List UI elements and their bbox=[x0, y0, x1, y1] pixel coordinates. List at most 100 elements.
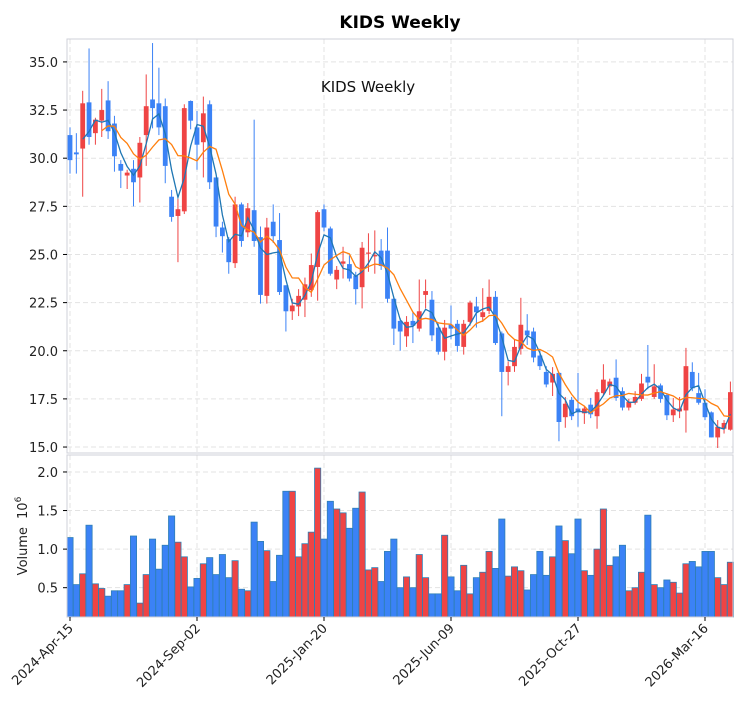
candle-body bbox=[448, 324, 454, 329]
x-tick-label: 2025-Oct-27 bbox=[516, 621, 584, 689]
volume-bar bbox=[295, 556, 303, 618]
candle-body bbox=[581, 408, 587, 414]
volume-bar bbox=[504, 575, 512, 618]
volume-bar bbox=[612, 556, 620, 618]
candle-body bbox=[683, 366, 689, 411]
volume-bar bbox=[193, 578, 201, 618]
volume-bar bbox=[218, 554, 226, 618]
volume-bar bbox=[510, 566, 518, 618]
volume-bar bbox=[339, 512, 347, 618]
x-tick-label: 2024-Sep-02 bbox=[134, 621, 204, 691]
volume-bar bbox=[580, 570, 588, 618]
volume-bar bbox=[555, 525, 563, 618]
candle-body bbox=[518, 324, 524, 349]
moving-average-3-line bbox=[82, 112, 731, 430]
volume-bar bbox=[536, 551, 544, 618]
candle-body bbox=[524, 330, 530, 336]
candle-body bbox=[550, 373, 555, 383]
candle-body bbox=[112, 123, 117, 157]
price-tick-label: 35.0 bbox=[29, 56, 58, 71]
volume-bar bbox=[650, 584, 658, 618]
candle-body bbox=[302, 284, 308, 300]
grid bbox=[67, 39, 733, 617]
volume-bar bbox=[333, 508, 341, 618]
volume-bar bbox=[422, 577, 430, 618]
candle-body bbox=[423, 291, 428, 295]
volume-bar bbox=[695, 566, 703, 618]
price-tick-label: 17.5 bbox=[29, 393, 58, 408]
volume-bar bbox=[383, 551, 391, 618]
volume-bar bbox=[434, 593, 442, 618]
volume-bar bbox=[79, 573, 87, 618]
candle-body bbox=[366, 252, 371, 254]
candle-body bbox=[181, 108, 187, 212]
candle-body bbox=[728, 392, 733, 430]
volume-bar bbox=[549, 556, 557, 618]
candle-body bbox=[327, 228, 333, 274]
x-tick-label: 2025-Jun-09 bbox=[391, 621, 458, 688]
candle-body bbox=[175, 209, 181, 216]
volume-bar bbox=[364, 569, 372, 618]
candle-body bbox=[493, 296, 498, 344]
candle-body bbox=[531, 331, 536, 358]
candle-body bbox=[334, 269, 340, 280]
price-panel-frame bbox=[66, 38, 734, 454]
candle-body bbox=[124, 172, 130, 176]
candle-body bbox=[220, 227, 225, 237]
volume-bar bbox=[345, 527, 353, 618]
candle-body bbox=[467, 302, 473, 322]
candle-body bbox=[651, 386, 657, 397]
volume-bar bbox=[447, 576, 455, 618]
candle-body bbox=[353, 275, 359, 290]
volume-bar bbox=[174, 541, 182, 618]
volume-bar bbox=[396, 587, 404, 618]
x-tick-label: 2025-Jan-20 bbox=[264, 621, 331, 688]
candle-body bbox=[289, 305, 295, 312]
candle-body bbox=[143, 106, 149, 136]
candle-body bbox=[264, 227, 270, 296]
candle-body bbox=[410, 320, 416, 326]
volume-bar bbox=[638, 571, 646, 618]
candle-body bbox=[73, 152, 79, 155]
candle-body bbox=[689, 371, 695, 389]
volume-bar bbox=[231, 560, 239, 618]
candle-body bbox=[226, 239, 232, 263]
candle-body bbox=[715, 426, 721, 438]
volume-bar bbox=[409, 587, 417, 618]
volume-bar bbox=[320, 538, 328, 618]
price-tick-label: 32.5 bbox=[29, 104, 58, 119]
candle-body bbox=[150, 99, 155, 109]
volume-bar bbox=[415, 554, 423, 618]
candle-body bbox=[613, 377, 619, 398]
volume-bar bbox=[155, 568, 163, 618]
volume-bar bbox=[631, 587, 639, 618]
volume-bar bbox=[282, 490, 290, 618]
candle-body bbox=[505, 366, 511, 372]
candle-body bbox=[99, 110, 105, 121]
volume-bar bbox=[276, 554, 284, 618]
candle-body bbox=[486, 296, 492, 311]
volume-bar bbox=[498, 518, 506, 618]
candle-body bbox=[296, 295, 301, 307]
candle-body bbox=[626, 401, 632, 408]
candle-body bbox=[188, 101, 194, 121]
volume-bar bbox=[485, 551, 493, 618]
candle-body bbox=[404, 321, 409, 337]
candle-body bbox=[620, 391, 625, 408]
volume-bar bbox=[542, 574, 550, 618]
volume-bar bbox=[491, 568, 499, 618]
volume-bar bbox=[352, 507, 360, 618]
candle-body bbox=[397, 320, 403, 332]
volume-bar bbox=[110, 590, 118, 618]
candle-body bbox=[258, 237, 263, 295]
volume-tick-label: 1.0 bbox=[37, 543, 58, 558]
candle-body bbox=[137, 142, 143, 178]
volume-bar bbox=[441, 534, 449, 618]
volume-bar bbox=[618, 544, 626, 618]
volume-bar bbox=[142, 574, 150, 618]
candle-body bbox=[118, 163, 124, 171]
volume-bar bbox=[625, 590, 633, 618]
volume-bar bbox=[117, 590, 125, 618]
volume-bar bbox=[358, 491, 366, 618]
candle-body bbox=[372, 255, 378, 257]
